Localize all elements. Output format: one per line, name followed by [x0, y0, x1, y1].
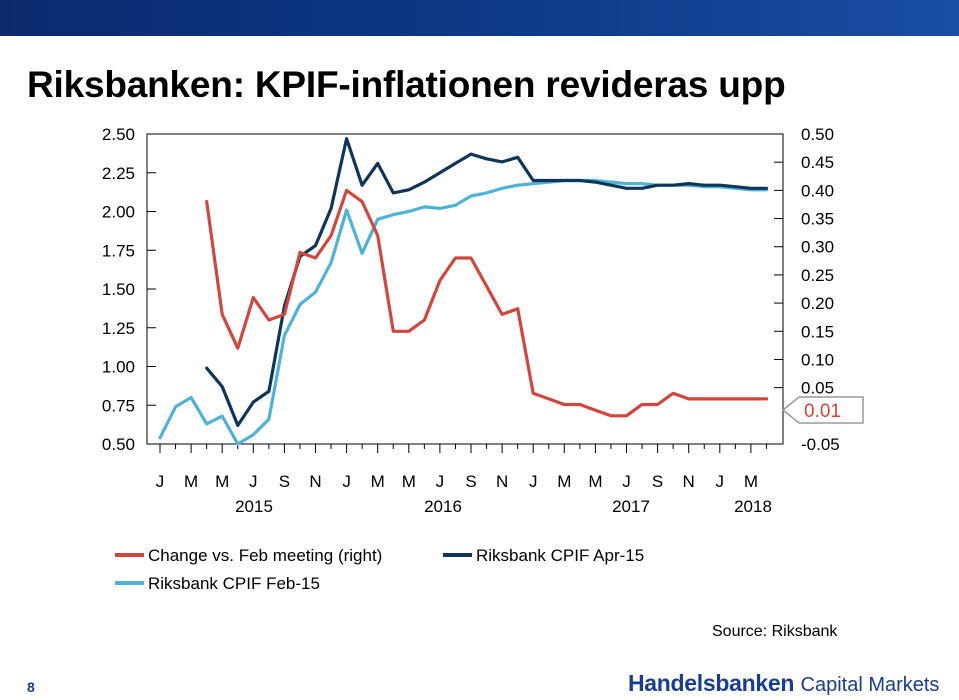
- brand-division: Capital Markets: [800, 674, 940, 696]
- x-month-label: M: [557, 472, 571, 491]
- slide-title: Riksbanken: KPIF-inflationen revideras u…: [27, 64, 786, 105]
- x-month-label: M: [744, 472, 758, 491]
- right-tick-label: 0.40: [801, 181, 834, 200]
- x-month-label: M: [402, 472, 416, 491]
- x-month-label: J: [436, 472, 445, 491]
- right-tick-label: 0.15: [801, 322, 834, 341]
- value-callout: 0.01: [781, 396, 864, 424]
- x-month-label: M: [588, 472, 602, 491]
- series-line-change-vs-feb-meeting-right: [205, 188, 769, 418]
- x-year-label: 2018: [734, 497, 772, 516]
- x-month-label: M: [371, 472, 385, 491]
- x-month-label: J: [622, 472, 631, 491]
- left-tick-label: 1.25: [102, 319, 135, 338]
- right-tick-label: 0.50: [801, 125, 834, 144]
- left-tick-label: 0.50: [102, 435, 135, 454]
- brand-name: Handelsbanken: [628, 670, 795, 696]
- right-tick-label: 0.35: [801, 210, 834, 229]
- series-line-riksbank-cpif-apr-15: [205, 137, 769, 427]
- x-year-label: 2015: [235, 497, 273, 516]
- right-tick-label: 0.30: [801, 238, 834, 257]
- x-month-label: S: [279, 472, 290, 491]
- page-number: 8: [27, 679, 35, 695]
- x-month-label: J: [249, 472, 258, 491]
- legend-label: Riksbank CPIF Apr-15: [476, 546, 644, 565]
- left-tick-label: 2.00: [102, 203, 135, 222]
- x-month-label: M: [184, 472, 198, 491]
- right-tick-label: 0.10: [801, 350, 834, 369]
- x-month-label: J: [156, 472, 165, 491]
- left-tick-label: 1.50: [102, 280, 135, 299]
- left-tick-label: 2.50: [102, 125, 135, 144]
- right-tick-label: 0.05: [801, 379, 834, 398]
- x-month-label: J: [342, 472, 351, 491]
- right-tick-label: -0.05: [801, 435, 840, 454]
- left-tick-label: 2.25: [102, 164, 135, 183]
- x-month-label: J: [716, 472, 725, 491]
- x-year-label: 2017: [612, 497, 650, 516]
- x-year-label: 2016: [424, 497, 462, 516]
- right-tick-label: 0.25: [801, 266, 834, 285]
- right-tick-label: 0.45: [801, 153, 834, 172]
- callout-box: [781, 396, 864, 424]
- left-tick-label: 0.75: [102, 396, 135, 415]
- x-month-label: S: [652, 472, 663, 491]
- series-layer: [158, 137, 769, 446]
- left-axis: 2.50 2.25 2.00 1.75 1.50 1.25 1.00 0.75 0.50: [102, 125, 156, 454]
- x-month-label: N: [683, 472, 695, 491]
- chart-legend: Change vs. Feb meeting (right) Riksbank C…: [115, 546, 644, 593]
- line-chart: 2.50 2.25 2.00 1.75 1.50 1.25 1.00 0.75 0.50 0.5…: [102, 125, 864, 593]
- x-month-label: N: [496, 472, 508, 491]
- x-month-label: N: [309, 472, 321, 491]
- source-note: Source: Riksbank: [712, 623, 838, 640]
- left-tick-label: 1.75: [102, 241, 135, 260]
- right-axis: 0.50 0.45 0.40 0.35 0.30 0.25 0.20 0.15 0.10 0.05…: [774, 125, 840, 454]
- brand-logo: Handelsbanken Capital Markets: [628, 670, 939, 697]
- left-tick-label: 1.00: [102, 358, 135, 377]
- x-month-label: S: [465, 472, 476, 491]
- x-month-label: J: [529, 472, 538, 491]
- legend-label: Riksbank CPIF Feb-15: [148, 574, 320, 593]
- x-month-label: M: [215, 472, 229, 491]
- callout-value: 0.01: [804, 401, 841, 422]
- top-banner-bar: [0, 0, 959, 36]
- right-tick-label: 0.20: [801, 294, 834, 313]
- legend-label: Change vs. Feb meeting (right): [148, 546, 382, 565]
